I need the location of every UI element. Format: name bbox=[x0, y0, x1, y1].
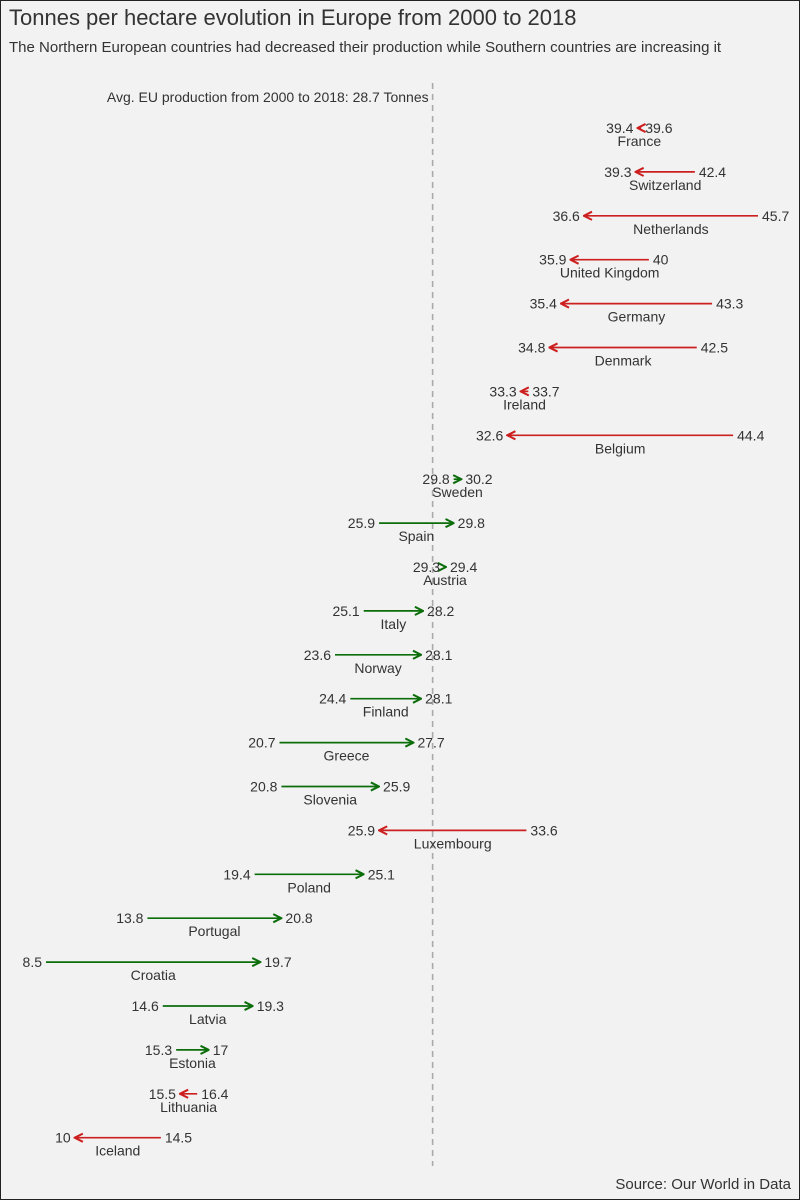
value-label-low-france: 39.4 bbox=[606, 120, 633, 136]
value-label-low-finland: 24.4 bbox=[319, 691, 346, 707]
value-label-low-ireland: 33.3 bbox=[489, 383, 516, 399]
value-label-high-spain: 29.8 bbox=[458, 515, 485, 531]
value-label-high-france: 39.6 bbox=[645, 120, 672, 136]
country-label-norway: Norway bbox=[354, 660, 401, 676]
value-label-low-austria: 29.3 bbox=[413, 559, 440, 575]
value-label-low-spain: 25.9 bbox=[348, 515, 375, 531]
value-label-low-italy: 25.1 bbox=[332, 603, 359, 619]
value-label-high-denmark: 42.5 bbox=[701, 340, 728, 356]
value-label-high-switzerland: 42.4 bbox=[699, 164, 726, 180]
country-label-switzerland: Switzerland bbox=[629, 177, 701, 193]
chart-caption: Source: Our World in Data bbox=[615, 1176, 791, 1193]
value-label-low-switzerland: 39.3 bbox=[604, 164, 631, 180]
value-label-low-norway: 23.6 bbox=[304, 647, 331, 663]
value-label-low-luxembourg: 25.9 bbox=[348, 822, 375, 838]
value-label-high-poland: 25.1 bbox=[368, 866, 395, 882]
country-label-lithuania: Lithuania bbox=[160, 1099, 217, 1115]
value-label-low-portugal: 13.8 bbox=[116, 910, 143, 926]
value-label-low-estonia: 15.3 bbox=[145, 1042, 172, 1058]
value-label-high-greece: 27.7 bbox=[417, 735, 444, 751]
country-label-slovenia: Slovenia bbox=[303, 792, 357, 808]
value-label-high-croatia: 19.7 bbox=[264, 954, 291, 970]
value-label-low-denmark: 34.8 bbox=[518, 340, 545, 356]
country-label-finland: Finland bbox=[363, 704, 409, 720]
country-label-denmark: Denmark bbox=[595, 353, 653, 369]
value-label-low-iceland: 10 bbox=[55, 1130, 71, 1146]
country-label-austria: Austria bbox=[423, 572, 467, 588]
value-label-high-belgium: 44.4 bbox=[737, 427, 764, 443]
value-label-low-sweden: 29.8 bbox=[422, 471, 449, 487]
value-label-low-poland: 19.4 bbox=[223, 866, 250, 882]
country-label-luxembourg: Luxembourg bbox=[414, 835, 492, 851]
country-label-ireland: Ireland bbox=[503, 396, 546, 412]
value-label-low-latvia: 14.6 bbox=[132, 998, 159, 1014]
country-label-greece: Greece bbox=[324, 748, 370, 764]
value-label-high-germany: 43.3 bbox=[716, 296, 743, 312]
country-label-italy: Italy bbox=[381, 616, 407, 632]
country-label-poland: Poland bbox=[287, 879, 331, 895]
value-label-low-netherlands: 36.6 bbox=[553, 208, 580, 224]
value-label-high-norway: 28.1 bbox=[425, 647, 452, 663]
country-label-portugal: Portugal bbox=[188, 923, 240, 939]
value-label-low-croatia: 8.5 bbox=[23, 954, 43, 970]
value-label-high-netherlands: 45.7 bbox=[762, 208, 789, 224]
country-label-netherlands: Netherlands bbox=[633, 221, 709, 237]
chart-subtitle: The Northern European countries had decr… bbox=[9, 39, 722, 56]
country-label-united-kingdom: United Kingdom bbox=[560, 265, 660, 281]
value-label-high-lithuania: 16.4 bbox=[201, 1086, 228, 1102]
value-label-high-luxembourg: 33.6 bbox=[530, 822, 557, 838]
value-label-high-iceland: 14.5 bbox=[165, 1130, 192, 1146]
value-label-high-estonia: 17 bbox=[213, 1042, 229, 1058]
country-label-germany: Germany bbox=[608, 309, 666, 325]
value-label-low-lithuania: 15.5 bbox=[149, 1086, 176, 1102]
country-label-spain: Spain bbox=[398, 528, 434, 544]
chart-title: Tonnes per hectare evolution in Europe f… bbox=[9, 5, 577, 30]
average-reference-label: Avg. EU production from 2000 to 2018: 28… bbox=[107, 89, 429, 105]
value-label-high-portugal: 20.8 bbox=[285, 910, 312, 926]
country-label-sweden: Sweden bbox=[432, 484, 483, 500]
value-label-high-finland: 28.1 bbox=[425, 691, 452, 707]
value-label-low-germany: 35.4 bbox=[530, 296, 557, 312]
country-label-iceland: Iceland bbox=[95, 1143, 140, 1159]
country-label-france: France bbox=[618, 133, 662, 149]
country-label-belgium: Belgium bbox=[595, 440, 646, 456]
value-label-high-ireland: 33.7 bbox=[532, 383, 559, 399]
country-label-croatia: Croatia bbox=[131, 967, 176, 983]
value-label-low-greece: 20.7 bbox=[248, 735, 275, 751]
value-label-low-belgium: 32.6 bbox=[476, 427, 503, 443]
country-label-latvia: Latvia bbox=[189, 1011, 227, 1027]
value-label-high-italy: 28.2 bbox=[427, 603, 454, 619]
value-label-high-austria: 29.4 bbox=[450, 559, 477, 575]
country-label-estonia: Estonia bbox=[169, 1055, 216, 1071]
value-label-high-latvia: 19.3 bbox=[257, 998, 284, 1014]
value-label-high-united-kingdom: 40 bbox=[653, 252, 669, 268]
value-label-high-sweden: 30.2 bbox=[465, 471, 492, 487]
value-label-high-slovenia: 25.9 bbox=[383, 779, 410, 795]
value-label-low-slovenia: 20.8 bbox=[250, 779, 277, 795]
value-label-low-united-kingdom: 35.9 bbox=[539, 252, 566, 268]
